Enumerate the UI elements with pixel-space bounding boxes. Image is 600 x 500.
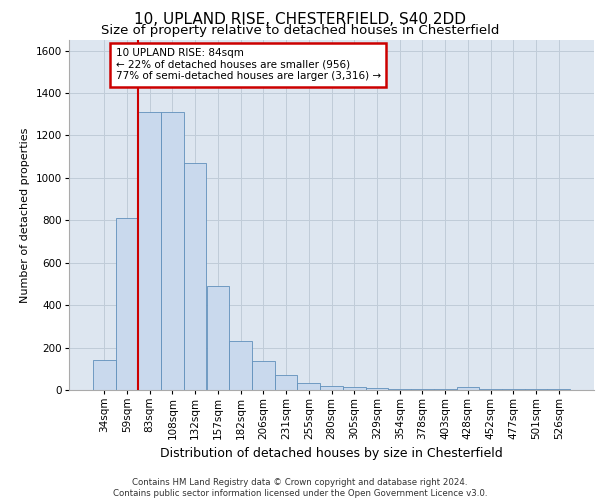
Bar xyxy=(547,389,570,390)
Bar xyxy=(275,375,298,390)
Bar xyxy=(365,388,388,390)
Bar xyxy=(479,389,502,390)
Bar xyxy=(229,341,252,390)
Bar xyxy=(388,389,411,390)
Bar xyxy=(252,362,275,390)
Bar xyxy=(524,389,547,390)
Bar xyxy=(457,387,479,390)
Text: Contains HM Land Registry data © Crown copyright and database right 2024.
Contai: Contains HM Land Registry data © Crown c… xyxy=(113,478,487,498)
Bar xyxy=(434,389,457,390)
Text: Size of property relative to detached houses in Chesterfield: Size of property relative to detached ho… xyxy=(101,24,499,37)
Bar xyxy=(116,218,139,390)
Bar xyxy=(139,112,161,390)
Text: 10, UPLAND RISE, CHESTERFIELD, S40 2DD: 10, UPLAND RISE, CHESTERFIELD, S40 2DD xyxy=(134,12,466,28)
Bar xyxy=(161,112,184,390)
Bar xyxy=(343,387,365,390)
Text: 10 UPLAND RISE: 84sqm
← 22% of detached houses are smaller (956)
77% of semi-det: 10 UPLAND RISE: 84sqm ← 22% of detached … xyxy=(116,48,381,82)
Bar xyxy=(320,386,343,390)
Bar xyxy=(298,382,320,390)
X-axis label: Distribution of detached houses by size in Chesterfield: Distribution of detached houses by size … xyxy=(160,448,503,460)
Bar xyxy=(411,389,434,390)
Y-axis label: Number of detached properties: Number of detached properties xyxy=(20,128,30,302)
Bar xyxy=(502,389,524,390)
Bar xyxy=(184,163,206,390)
Bar xyxy=(206,286,229,390)
Bar xyxy=(93,360,116,390)
